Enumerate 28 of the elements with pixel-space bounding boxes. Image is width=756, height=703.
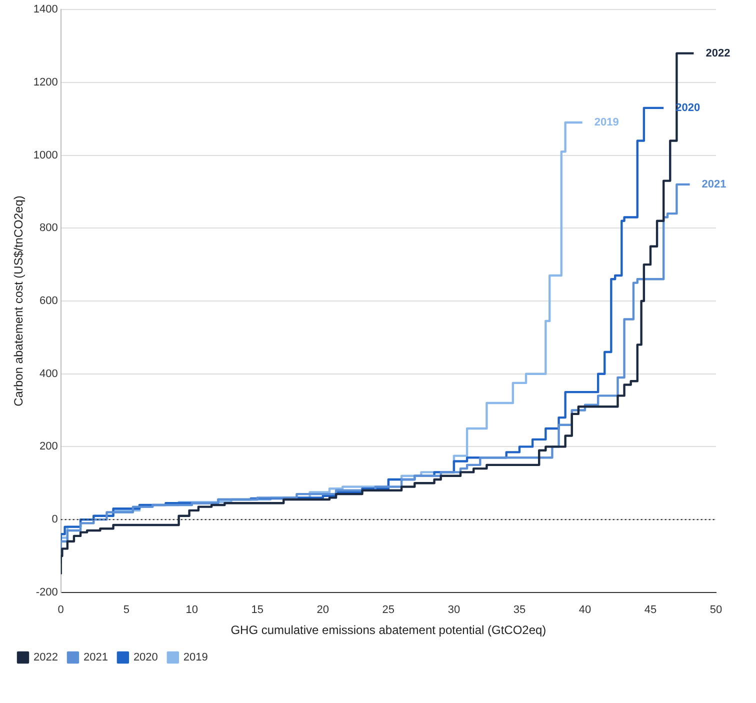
- y-tick-label: 0: [52, 514, 58, 526]
- x-tick-label: 40: [578, 604, 592, 616]
- legend-label: 2019: [183, 652, 208, 664]
- y-tick-label: 1400: [33, 4, 58, 16]
- x-tick-label: 10: [186, 604, 198, 616]
- y-tick-label: 1000: [33, 149, 58, 162]
- legend-label: 2020: [133, 652, 158, 664]
- y-tick-label: 200: [40, 440, 58, 453]
- legend-label: 2022: [34, 652, 58, 664]
- y-tick-label: 600: [40, 295, 58, 308]
- text: 2021: [702, 178, 726, 190]
- y-tick-label: -200: [36, 586, 58, 598]
- x-tick-label: 15: [251, 604, 264, 616]
- x-tick-label: 25: [382, 604, 395, 616]
- x-tick-label: 20: [316, 604, 330, 616]
- y-axis-title: Carbon abatement cost (US$/tnCO2eq): [12, 196, 26, 406]
- y-tick-label: 1200: [33, 76, 58, 88]
- x-tick-label: 50: [710, 604, 722, 616]
- x-tick-label: 5: [123, 604, 130, 616]
- x-tick-label: 45: [644, 604, 657, 616]
- x-tick-label: 30: [448, 604, 460, 616]
- x-tick-label: 35: [513, 604, 526, 616]
- y-tick-label: 800: [40, 222, 58, 234]
- text: 2022: [706, 47, 730, 60]
- y-tick-label: 400: [40, 368, 58, 380]
- text: 2019: [594, 116, 619, 129]
- legend-label: 2021: [83, 652, 108, 664]
- x-axis-title: GHG cumulative emissions abatement potential (GtCO2eq): [230, 623, 546, 638]
